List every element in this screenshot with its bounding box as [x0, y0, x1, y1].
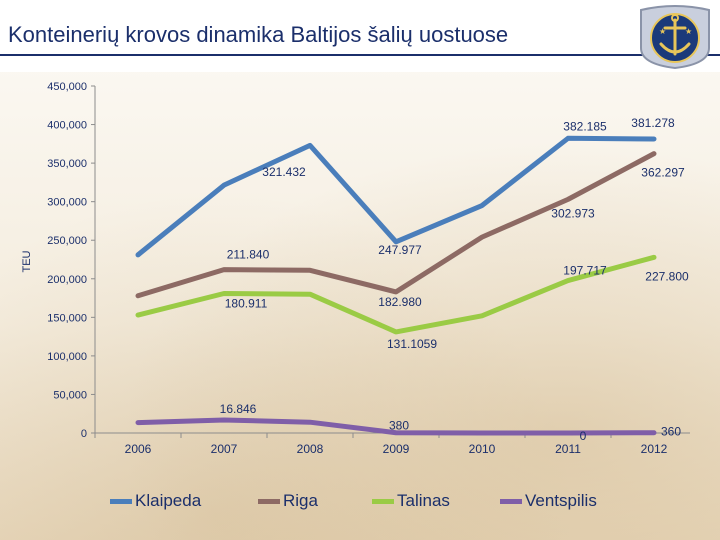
slide-header: Konteinerių krovos dinamika Baltijos šal…: [0, 0, 720, 72]
data-label: 362.297: [641, 166, 685, 180]
x-tick-label: 2006: [125, 442, 152, 456]
y-tick-label: 200,000: [47, 274, 87, 286]
chart-data-labels: 321.432 211.840 180.911 16.846 247.977 182.98…: [220, 116, 689, 443]
legend-label: Klaipeda: [135, 491, 202, 510]
series-line-klaipeda: [135, 135, 657, 258]
series-line-talinas: [135, 254, 657, 335]
y-tick-label: 400,000: [47, 120, 87, 132]
legend-label: Riga: [283, 491, 318, 510]
legend-label: Ventspilis: [525, 491, 597, 510]
x-tick-label: 2009: [383, 442, 410, 456]
port-anchor-logo-icon: ★ ★: [640, 5, 710, 70]
data-label: 381.278: [631, 116, 675, 130]
legend-swatch: [372, 498, 394, 504]
svg-text:★: ★: [659, 27, 666, 36]
data-label: 211.840: [227, 248, 270, 262]
data-label: 380: [389, 419, 409, 433]
legend-swatch: [110, 498, 132, 504]
data-label: 247.977: [378, 243, 422, 257]
data-label: 180.911: [225, 296, 268, 310]
svg-text:★: ★: [685, 27, 692, 36]
x-tick-label: 2010: [469, 442, 496, 456]
legend-swatch: [258, 498, 280, 504]
legend-item-klaipeda: Klaipeda: [110, 488, 201, 514]
data-label: 302.973: [551, 206, 595, 220]
title-underline: [0, 54, 720, 56]
legend-label: Talinas: [397, 491, 450, 510]
y-tick-label: 300,000: [47, 197, 87, 209]
y-tick-label: 50,000: [53, 389, 87, 401]
y-axis-title: TEU: [21, 250, 33, 272]
data-label: 0: [580, 429, 587, 443]
data-label: 197.717: [563, 264, 607, 278]
data-label: 227.800: [645, 269, 689, 283]
data-label: 182.980: [378, 295, 422, 309]
y-tick-label: 350,000: [47, 158, 87, 170]
chart-series: [135, 135, 657, 436]
legend-item-talinas: Talinas: [372, 488, 450, 514]
series-line-riga: [135, 151, 657, 299]
x-tick-label: 2011: [555, 442, 581, 456]
x-tick-label: 2012: [641, 442, 668, 456]
y-tick-label: 150,000: [47, 312, 87, 324]
data-label: 360: [661, 425, 681, 439]
data-label: 321.432: [262, 165, 306, 179]
series-line-ventspilis: [135, 417, 657, 436]
y-tick-label: 100,000: [47, 351, 87, 363]
legend-item-riga: Riga: [258, 488, 318, 514]
data-label: 131.1059: [387, 337, 437, 351]
data-label: 382.185: [563, 119, 607, 133]
x-tick-label: 2007: [211, 442, 238, 456]
legend-swatch: [500, 498, 522, 504]
y-tick-label: 250,000: [47, 235, 87, 247]
legend-item-ventspilis: Ventspilis: [500, 488, 597, 514]
slide-title: Konteinerių krovos dinamika Baltijos šal…: [8, 22, 509, 47]
y-tick-label: 0: [81, 428, 87, 440]
x-tick-label: 2008: [297, 442, 324, 456]
y-tick-label: 450,000: [47, 81, 87, 93]
data-label: 16.846: [220, 402, 257, 416]
